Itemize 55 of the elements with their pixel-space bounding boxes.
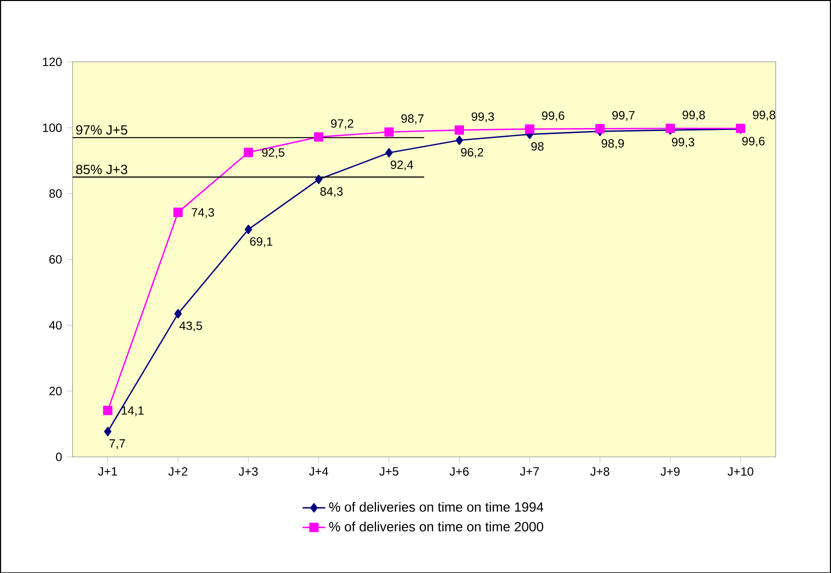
point bbox=[595, 124, 605, 134]
data-label: 84,3 bbox=[320, 186, 343, 197]
data-label: 74,3 bbox=[192, 208, 214, 218]
point bbox=[314, 132, 324, 142]
legend-label: % of deliveries on time on time 2000 bbox=[329, 521, 544, 532]
y-tick-label: 40 bbox=[49, 320, 62, 330]
x-tick-label: J+9 bbox=[660, 467, 680, 476]
data-label: 99,8 bbox=[682, 110, 705, 120]
ref-line-label: 97% J+5 bbox=[76, 124, 128, 134]
x-tick-label: J+8 bbox=[590, 467, 610, 476]
y-tick-label: 0 bbox=[56, 452, 62, 461]
point bbox=[524, 124, 534, 134]
data-label: 99,6 bbox=[742, 136, 765, 147]
x-tick-label: J+1 bbox=[98, 467, 118, 476]
y-tick-label: 20 bbox=[49, 386, 62, 396]
y-tick-label: 100 bbox=[43, 123, 62, 132]
data-label: 98,7 bbox=[401, 114, 424, 124]
legend-label: % of deliveries on time on time 1994 bbox=[329, 502, 544, 512]
point bbox=[103, 406, 112, 415]
point bbox=[244, 148, 254, 157]
data-label: 14,1 bbox=[122, 406, 144, 416]
x-tick-label: J+5 bbox=[379, 467, 398, 476]
y-tick-label: 60 bbox=[49, 254, 62, 264]
y-tick-label: 80 bbox=[49, 189, 62, 198]
data-label: 98,9 bbox=[602, 138, 624, 149]
point bbox=[385, 148, 393, 158]
data-label: 98 bbox=[531, 142, 544, 150]
x-tick-label: J+3 bbox=[238, 467, 258, 476]
point bbox=[384, 127, 394, 136]
data-label: 92,4 bbox=[390, 160, 414, 170]
point bbox=[173, 207, 183, 217]
point bbox=[174, 308, 182, 318]
data-label: 69,1 bbox=[250, 236, 272, 247]
data-label: 92,5 bbox=[262, 148, 284, 158]
data-label: 99,7 bbox=[612, 110, 635, 121]
data-label: 99,3 bbox=[672, 138, 694, 148]
data-label: 7,7 bbox=[109, 439, 125, 449]
data-label: 97,2 bbox=[331, 118, 354, 129]
data-label: 99,8 bbox=[752, 110, 776, 120]
data-label: 43,5 bbox=[179, 321, 202, 332]
x-tick-label: J+7 bbox=[520, 467, 539, 476]
y-tick-label: 120 bbox=[43, 57, 62, 66]
point bbox=[454, 125, 464, 134]
point bbox=[315, 174, 322, 184]
x-tick-label: J+6 bbox=[450, 467, 469, 476]
ref-line-label: 85% J+3 bbox=[76, 164, 128, 174]
point bbox=[104, 426, 112, 436]
point bbox=[456, 135, 464, 145]
point bbox=[244, 224, 252, 234]
data-label: 96,2 bbox=[461, 148, 484, 158]
x-tick-label: J+2 bbox=[168, 467, 188, 476]
x-tick-label: J+10 bbox=[728, 467, 754, 476]
data-label: 99,3 bbox=[472, 112, 494, 122]
x-tick-label: J+4 bbox=[309, 467, 328, 476]
data-label: 99,6 bbox=[542, 111, 564, 122]
